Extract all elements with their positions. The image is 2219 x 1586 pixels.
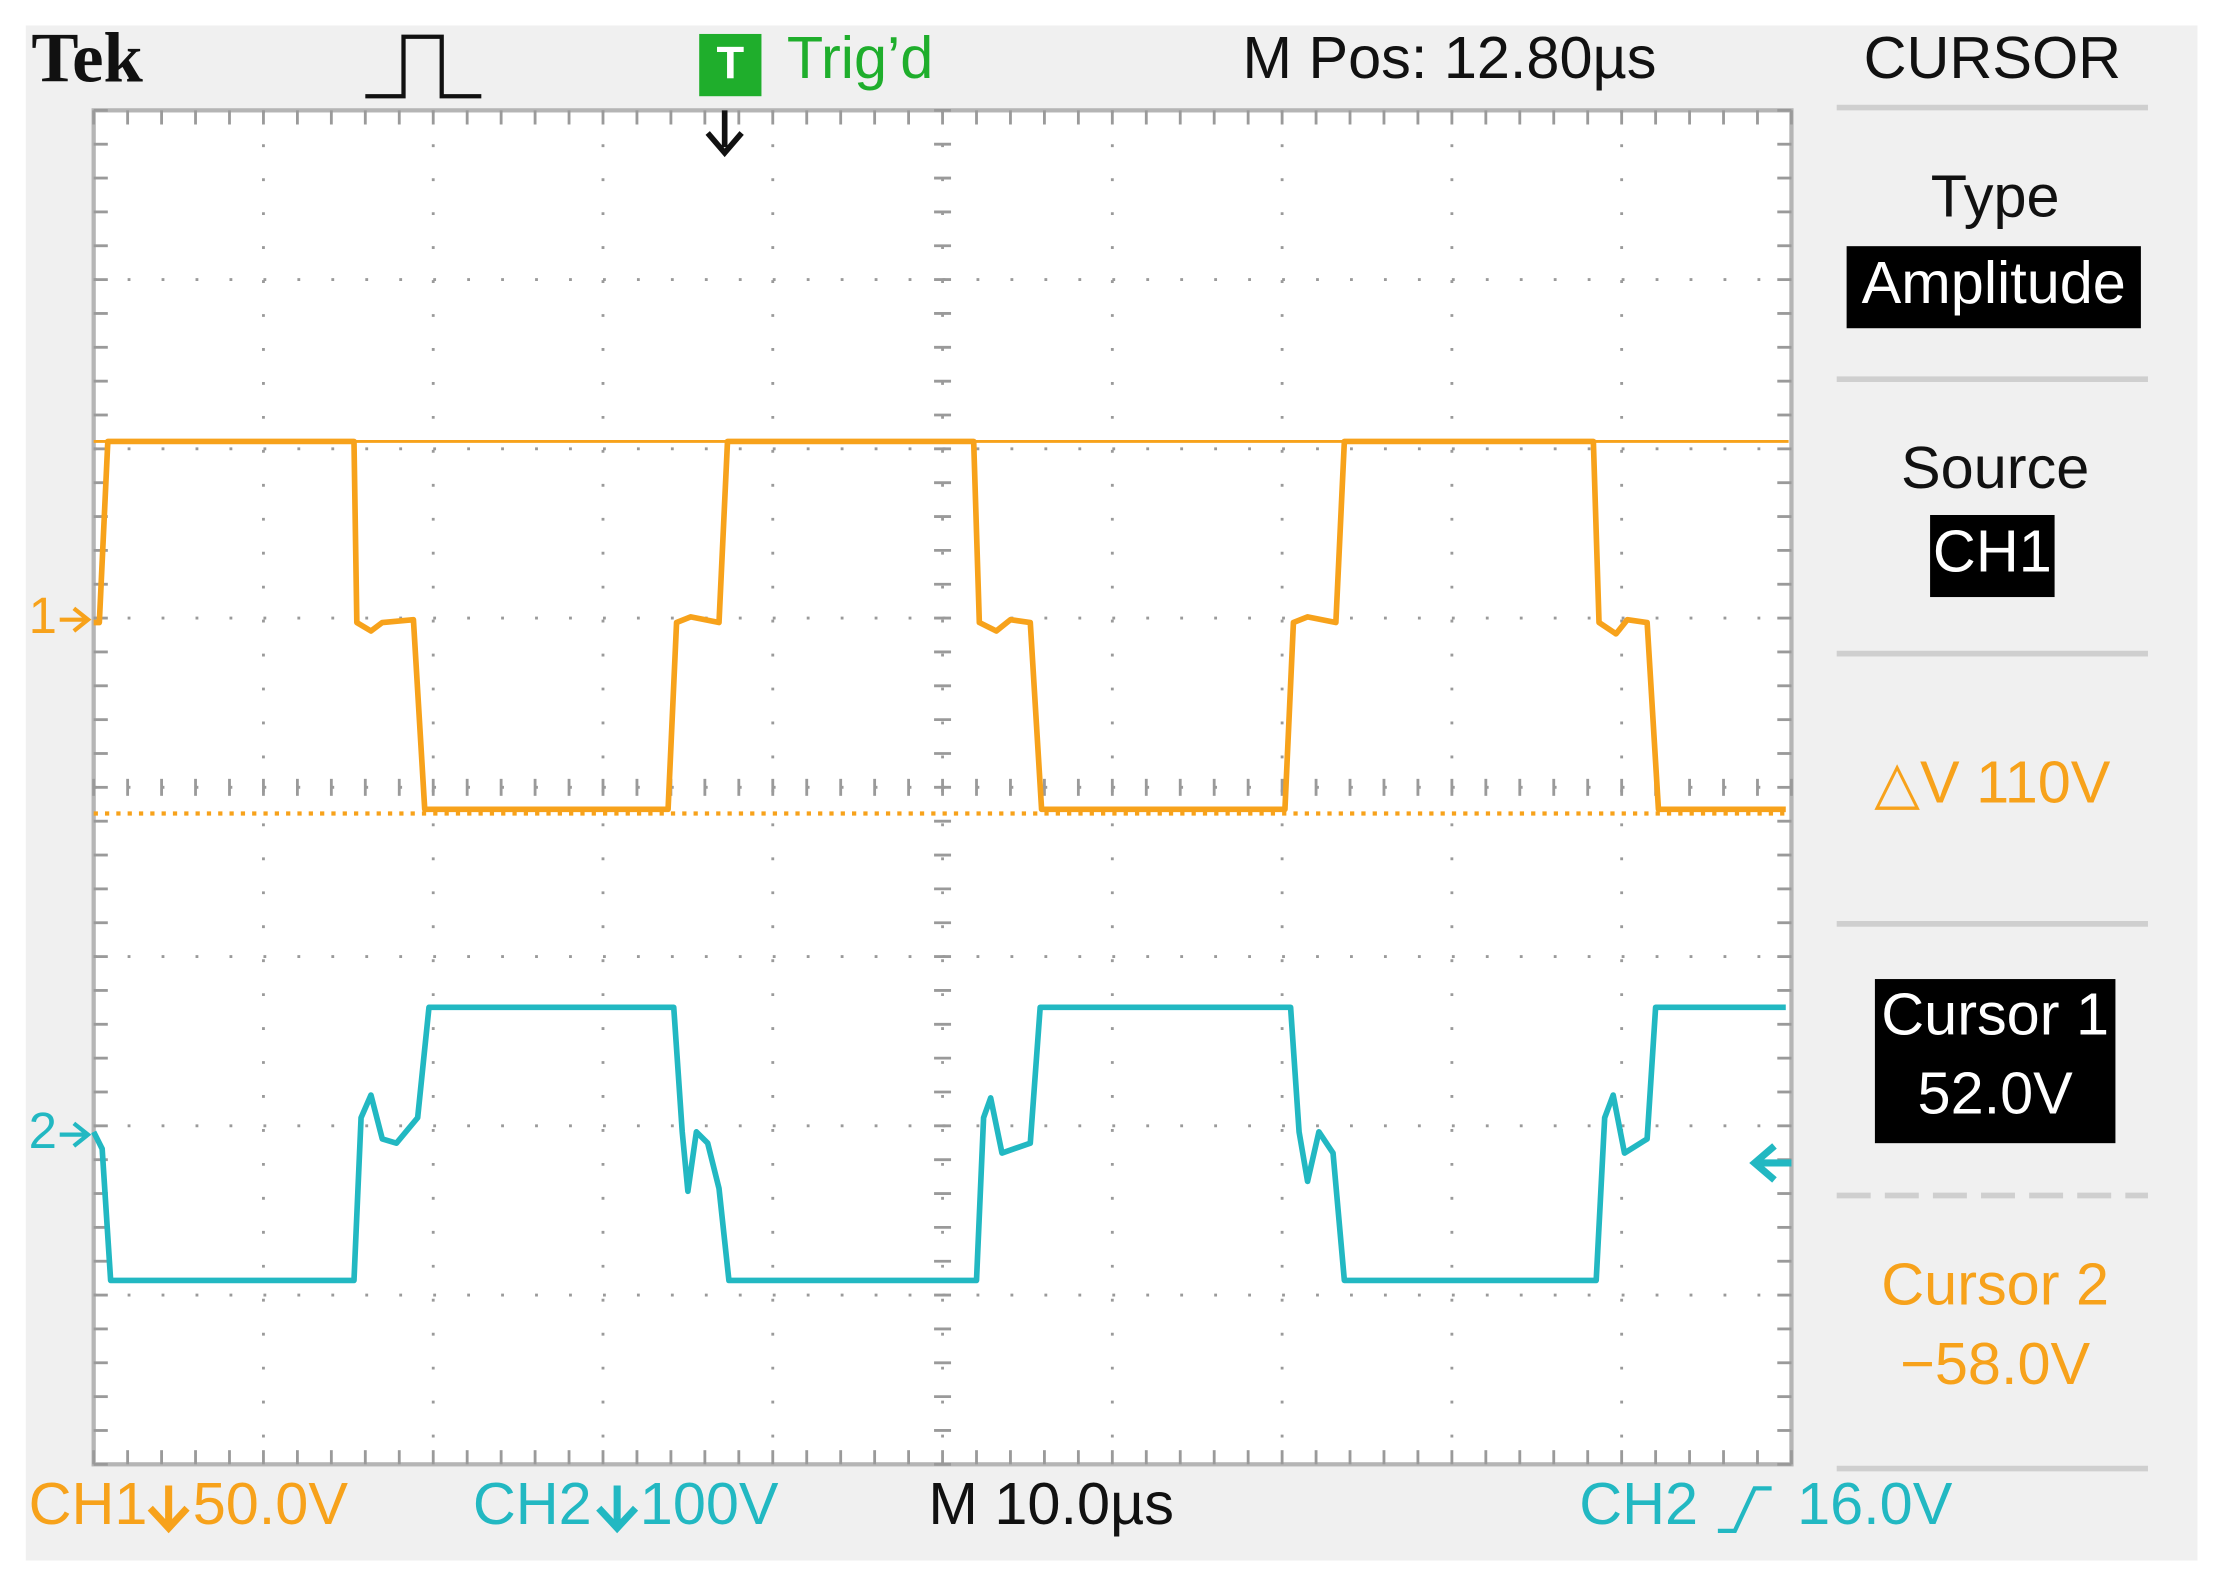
timebase: M 10.0µs [928,1470,1174,1537]
cursor1-label: Cursor 1 [1881,980,2109,1047]
source-value-box [1930,514,2055,598]
ch2-marker-arrow [59,1121,92,1148]
ch2-coupling-icon [596,1485,639,1534]
trigger-source: CH2 [1579,1470,1698,1537]
cursor2-label: Cursor 2 [1881,1251,2109,1318]
cursor1-value: 52.0V [1918,1060,2074,1127]
trigger-level-arrow [1749,1143,1792,1183]
trigger-icon-box [699,33,762,97]
trigger-icon: T [717,37,745,88]
ch2-label: CH2 [473,1470,592,1537]
type-label: Type [1931,163,2060,230]
type-value: Amplitude [1862,249,2126,316]
trigger-slope-icon [1717,1486,1772,1533]
trigger-position-arrow [705,110,744,158]
delta-v: △V 110V [1874,748,2111,815]
trigger-type-icon [365,34,482,99]
trigger-status: Trig’d [787,24,933,91]
type-value-box [1846,246,2141,329]
ch1-marker-arrow [59,606,92,633]
trigger-level: 16.0V [1797,1470,1953,1537]
cursor1-box [1874,979,2116,1144]
ch1-label: CH1 [29,1470,148,1537]
cursor2-value: −58.0V [1900,1330,2090,1397]
m-pos: M Pos: 12.80µs [1242,24,1656,91]
ch1-scale: 50.0V [193,1470,349,1537]
source-label: Source [1901,434,2089,501]
menu-title: CURSOR [1864,24,2121,91]
ch2-scale: 100V [640,1470,779,1537]
ch1-marker: 1 [29,587,57,644]
brand: Tek [31,19,143,97]
ch2-trace [91,1004,1786,1284]
source-value: CH1 [1933,518,2052,585]
ch1-trace [93,438,1786,813]
ch2-marker: 2 [29,1102,57,1159]
ch1-coupling-icon [147,1485,190,1534]
